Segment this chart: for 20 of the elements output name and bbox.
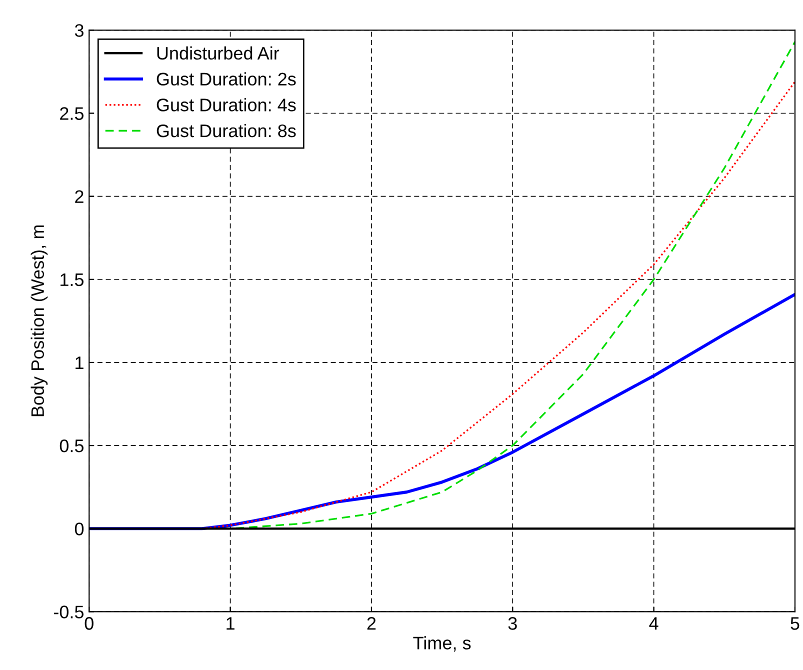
legend-label: Gust Duration: 4s — [156, 98, 296, 112]
y-tick-label: 0 — [74, 522, 84, 536]
y-axis-title: Body Position (West), m — [30, 225, 48, 416]
y-tick-label: 2.5 — [60, 107, 84, 120]
legend-label: Gust Duration: 8s — [156, 124, 296, 138]
y-tick-label: 1 — [76, 356, 84, 370]
x-tick-label: 1 — [226, 617, 234, 630]
y-tick-label: 3 — [74, 24, 84, 37]
y-tick-label: 0.5 — [60, 439, 84, 452]
legend-label: Gust Duration: 2s — [156, 72, 296, 86]
y-tick-label: -0.5 — [54, 606, 84, 618]
y-tick-label: 2 — [75, 190, 84, 203]
x-tick-label: 0 — [84, 617, 94, 630]
x-axis-title: Time, s — [413, 636, 471, 652]
x-tick-label: 2 — [367, 617, 376, 630]
x-tick-label: 4 — [649, 617, 658, 630]
x-tick-label: 5 — [790, 617, 800, 630]
legend-label: Undisturbed Air — [157, 46, 280, 60]
x-tick-label: 3 — [508, 617, 517, 630]
y-tick-label: 1.5 — [60, 274, 84, 286]
